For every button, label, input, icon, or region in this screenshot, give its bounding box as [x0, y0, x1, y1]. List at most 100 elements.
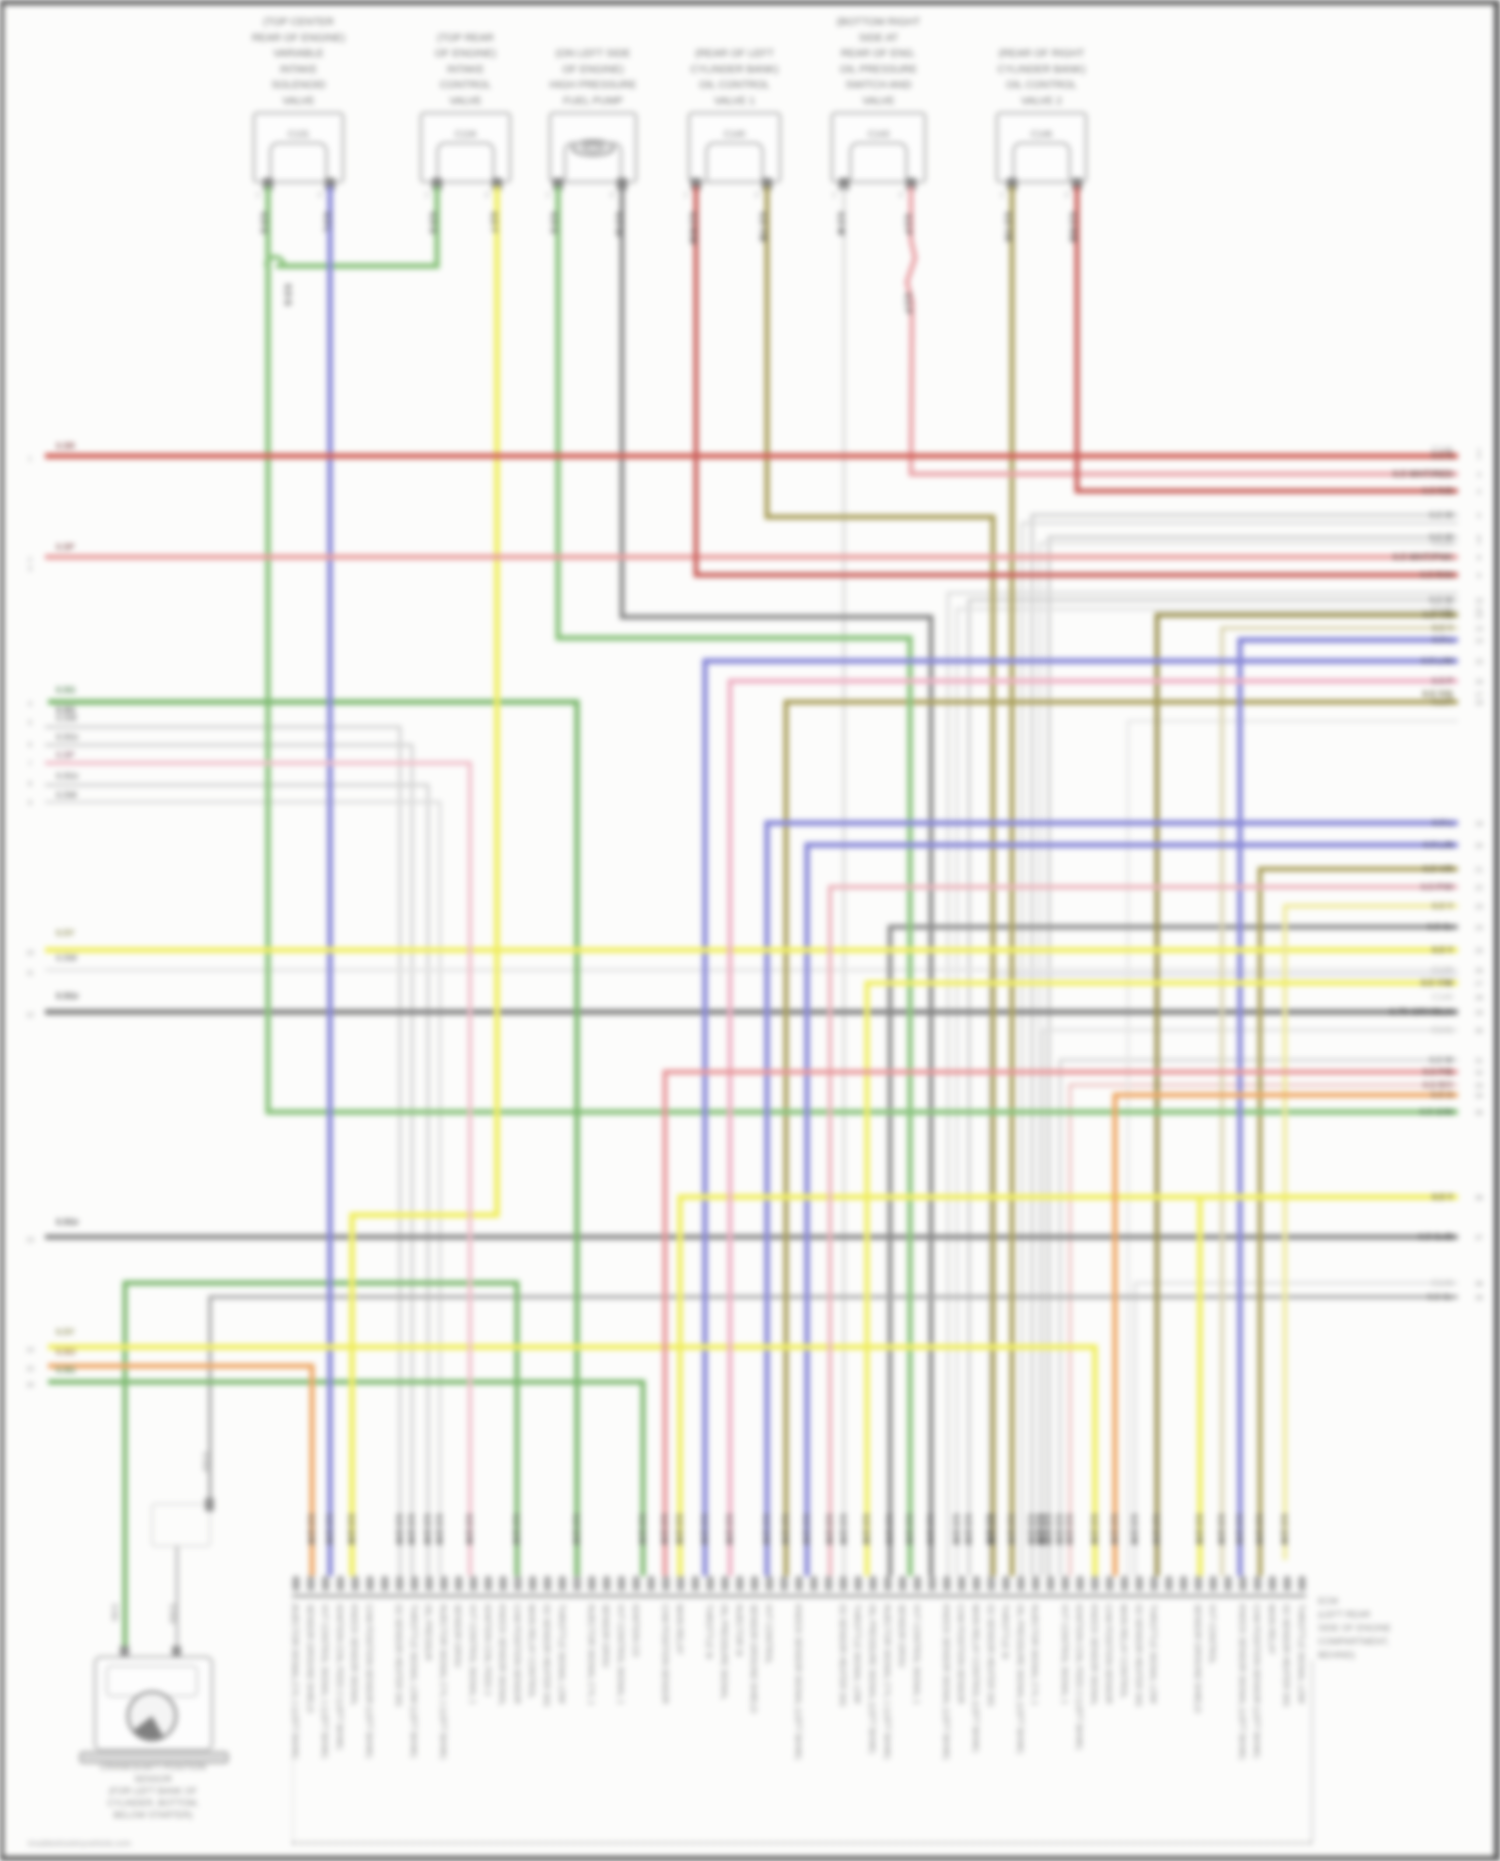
svg-text:25: 25: [1475, 948, 1483, 955]
svg-text:MAIN RELAY: MAIN RELAY: [1267, 1604, 1277, 1655]
svg-text:0.5 G/W: 0.5 G/W: [1044, 1514, 1054, 1546]
svg-text:VALVE: VALVE: [282, 95, 314, 107]
svg-text:32: 32: [1475, 1070, 1483, 1077]
svg-text:CRANKSHAFT POSITION: CRANKSHAFT POSITION: [100, 1762, 206, 1772]
svg-text:0.5 P/B: 0.5 P/B: [1423, 1067, 1454, 1077]
svg-text:O2 SENSOR HEATER SIG: O2 SENSOR HEATER SIG: [542, 1604, 552, 1707]
svg-text:0.5 G/W: 0.5 G/W: [435, 1514, 445, 1546]
svg-text:7: 7: [28, 761, 32, 768]
svg-text:0.5 G/W: 0.5 G/W: [660, 1514, 670, 1546]
svg-text:0.5P: 0.5P: [56, 750, 75, 760]
svg-text:C140: C140: [724, 129, 746, 139]
svg-text:VALVE: VALVE: [862, 95, 894, 107]
svg-text:18: 18: [1475, 700, 1483, 707]
svg-text:0.5 Gr: 0.5 Gr: [614, 212, 624, 238]
svg-text:C143: C143: [868, 129, 890, 139]
svg-text:12: 12: [1475, 613, 1483, 620]
svg-text:0.5 G/W: 0.5 G/W: [1110, 1514, 1120, 1546]
svg-text:REAR OF ENG.: REAR OF ENG.: [841, 48, 916, 60]
svg-text:0.5 L: 0.5 L: [1432, 818, 1453, 828]
svg-text:0.5 Y/R: 0.5 Y/R: [1423, 864, 1453, 874]
svg-text:CONTROL: CONTROL: [440, 79, 491, 91]
svg-text:INTAKE: INTAKE: [280, 63, 317, 75]
svg-text:20: 20: [1475, 843, 1483, 850]
svg-text:0.5Y: 0.5Y: [56, 928, 75, 938]
svg-text:0.5 L/W: 0.5 L/W: [1421, 656, 1453, 666]
svg-text:0.5 Y/B: 0.5 Y/B: [758, 212, 768, 242]
svg-text:0.5 G/W: 0.5 G/W: [1280, 1514, 1290, 1546]
svg-text:8: 8: [1477, 555, 1481, 562]
svg-text:19: 19: [1475, 821, 1483, 828]
svg-text:0.75 GRY/BLK: 0.75 GRY/BLK: [1389, 1007, 1453, 1018]
svg-text:ECM: ECM: [1318, 1596, 1338, 1606]
svg-text:1: 1: [684, 190, 688, 199]
svg-text:0.5P: 0.5P: [56, 542, 75, 552]
svg-text:CAM POSITION SENSOR (LEFT BANK: CAM POSITION SENSOR (LEFT BANK): [1252, 1604, 1262, 1758]
svg-text:FUEL PUMP: FUEL PUMP: [563, 95, 623, 107]
svg-text:8: 8: [28, 781, 32, 788]
svg-text:0.5G: 0.5G: [56, 685, 76, 695]
svg-text:15: 15: [26, 1366, 34, 1373]
svg-text:SENSOR GROUND SHIELD: SENSOR GROUND SHIELD: [749, 1604, 759, 1713]
svg-text:0.5 G/W: 0.5 G/W: [964, 1514, 974, 1546]
svg-text:0.5W: 0.5W: [56, 713, 78, 723]
svg-text:INJECTOR SIGNAL CYL 1 (LEFT BA: INJECTOR SIGNAL CYL 1 (LEFT BANK): [882, 1604, 892, 1760]
svg-text:C134: C134: [455, 129, 477, 139]
svg-text:INJECTOR SIGNAL CYL 1: INJECTOR SIGNAL CYL 1: [1030, 1604, 1040, 1706]
svg-text:0.5 G/W: 0.5 G/W: [1235, 1514, 1245, 1546]
svg-text:0.5 L/B: 0.5 L/B: [1423, 840, 1453, 850]
svg-text:27: 27: [1475, 981, 1483, 988]
svg-text:VVT CONTROL SIGNAL 1: VVT CONTROL SIGNAL 1: [468, 1604, 478, 1705]
svg-text:MAIN RELAY CONTROL: MAIN RELAY CONTROL: [527, 1604, 537, 1699]
svg-text:0.5 O: 0.5 O: [1431, 1090, 1453, 1100]
svg-text:7: 7: [1477, 541, 1481, 548]
svg-text:OF ENGINE): OF ENGINE): [562, 63, 623, 75]
svg-text:38: 38: [1475, 1281, 1483, 1288]
svg-text:VARIABLE: VARIABLE: [273, 48, 324, 60]
svg-text:0.5 G/W: 0.5 G/W: [1217, 1514, 1227, 1546]
svg-text:0.5G: 0.5G: [56, 705, 76, 715]
svg-text:2: 2: [755, 190, 759, 199]
svg-text:0.5W: 0.5W: [56, 953, 78, 963]
svg-text:0.5 G/W: 0.5 G/W: [862, 1514, 872, 1546]
svg-text:INTAKE: INTAKE: [447, 63, 484, 75]
svg-text:C143: C143: [1431, 1278, 1453, 1288]
svg-text:(REAR OF LEFT: (REAR OF LEFT: [695, 48, 774, 60]
svg-text:IGNITION COIL FEED 2 (LEFT BAN: IGNITION COIL FEED 2 (LEFT BANK): [335, 1604, 345, 1750]
svg-text:23: 23: [1475, 904, 1483, 911]
svg-text:SENSOR GROU: SENSOR GROU: [601, 1604, 611, 1668]
svg-text:0.5G: 0.5G: [56, 1365, 76, 1375]
svg-text:36: 36: [1475, 1195, 1483, 1202]
svg-text:10: 10: [26, 950, 34, 957]
svg-text:0.5 R/B: 0.5 R/B: [1068, 212, 1078, 243]
svg-text:OF ENGINE): OF ENGINE): [435, 48, 496, 60]
svg-text:21: 21: [1475, 867, 1483, 874]
svg-text:(LEFT REAR: (LEFT REAR: [1318, 1610, 1371, 1620]
svg-text:VALVE 2: VALVE 2: [1021, 95, 1062, 107]
svg-text:THROTTLE SIGNAL LOW: THROTTLE SIGNAL LOW: [1149, 1604, 1159, 1704]
svg-text:12: 12: [26, 1012, 34, 1019]
svg-text:11: 11: [1475, 607, 1482, 614]
svg-text:0.5 G/W: 0.5 G/W: [638, 1514, 648, 1546]
svg-text:SIDE OF ENGINE: SIDE OF ENGINE: [1318, 1623, 1391, 1633]
svg-text:OIL PRESSURE: OIL PRESSURE: [840, 63, 917, 75]
svg-text:INJECTOR SI: INJECTOR SI: [734, 1604, 744, 1657]
svg-text:14: 14: [1475, 638, 1483, 645]
svg-text:CAM POSITION SENSOR: CAM POSITION SENSOR: [1104, 1604, 1114, 1704]
svg-text:INJECTOR SIGNAL CYL 1 (LEFT BA: INJECTOR SIGNAL CYL 1 (LEFT BANK): [291, 1604, 301, 1760]
svg-text:(TOP CENTER: (TOP CENTER: [263, 16, 334, 28]
svg-text:SENSOR GROU: SENSOR GROU: [897, 1604, 907, 1668]
svg-text:33: 33: [1475, 1083, 1483, 1090]
svg-text:KNOCK SENSOR SIGNAL: KNOCK SENSOR SIGNAL: [350, 1604, 360, 1706]
svg-text:39: 39: [1475, 1295, 1483, 1302]
svg-text:THROTTLE SIGNAL LOW: THROTTLE SIGNAL LOW: [853, 1604, 863, 1704]
svg-text:0.5 L: 0.5 L: [1432, 635, 1453, 645]
svg-text:troubleshootmyvehicle.com: troubleshootmyvehicle.com: [28, 1838, 131, 1848]
svg-text:THROTTLE SI: THROTTLE SI: [1001, 1604, 1011, 1659]
svg-text:6: 6: [28, 742, 32, 749]
svg-text:0.5 G/W: 0.5 G/W: [1090, 1514, 1100, 1546]
svg-text:OIL PRESSUR: OIL PRESSUR: [424, 1604, 434, 1661]
svg-text:0.5 G/W: 0.5 G/W: [1195, 1514, 1205, 1546]
svg-text:0.5 R/B: 0.5 R/B: [1422, 486, 1453, 496]
svg-text:VVT CONTROL SIGNAL 1: VVT CONTROL SIGNAL 1: [616, 1604, 626, 1705]
